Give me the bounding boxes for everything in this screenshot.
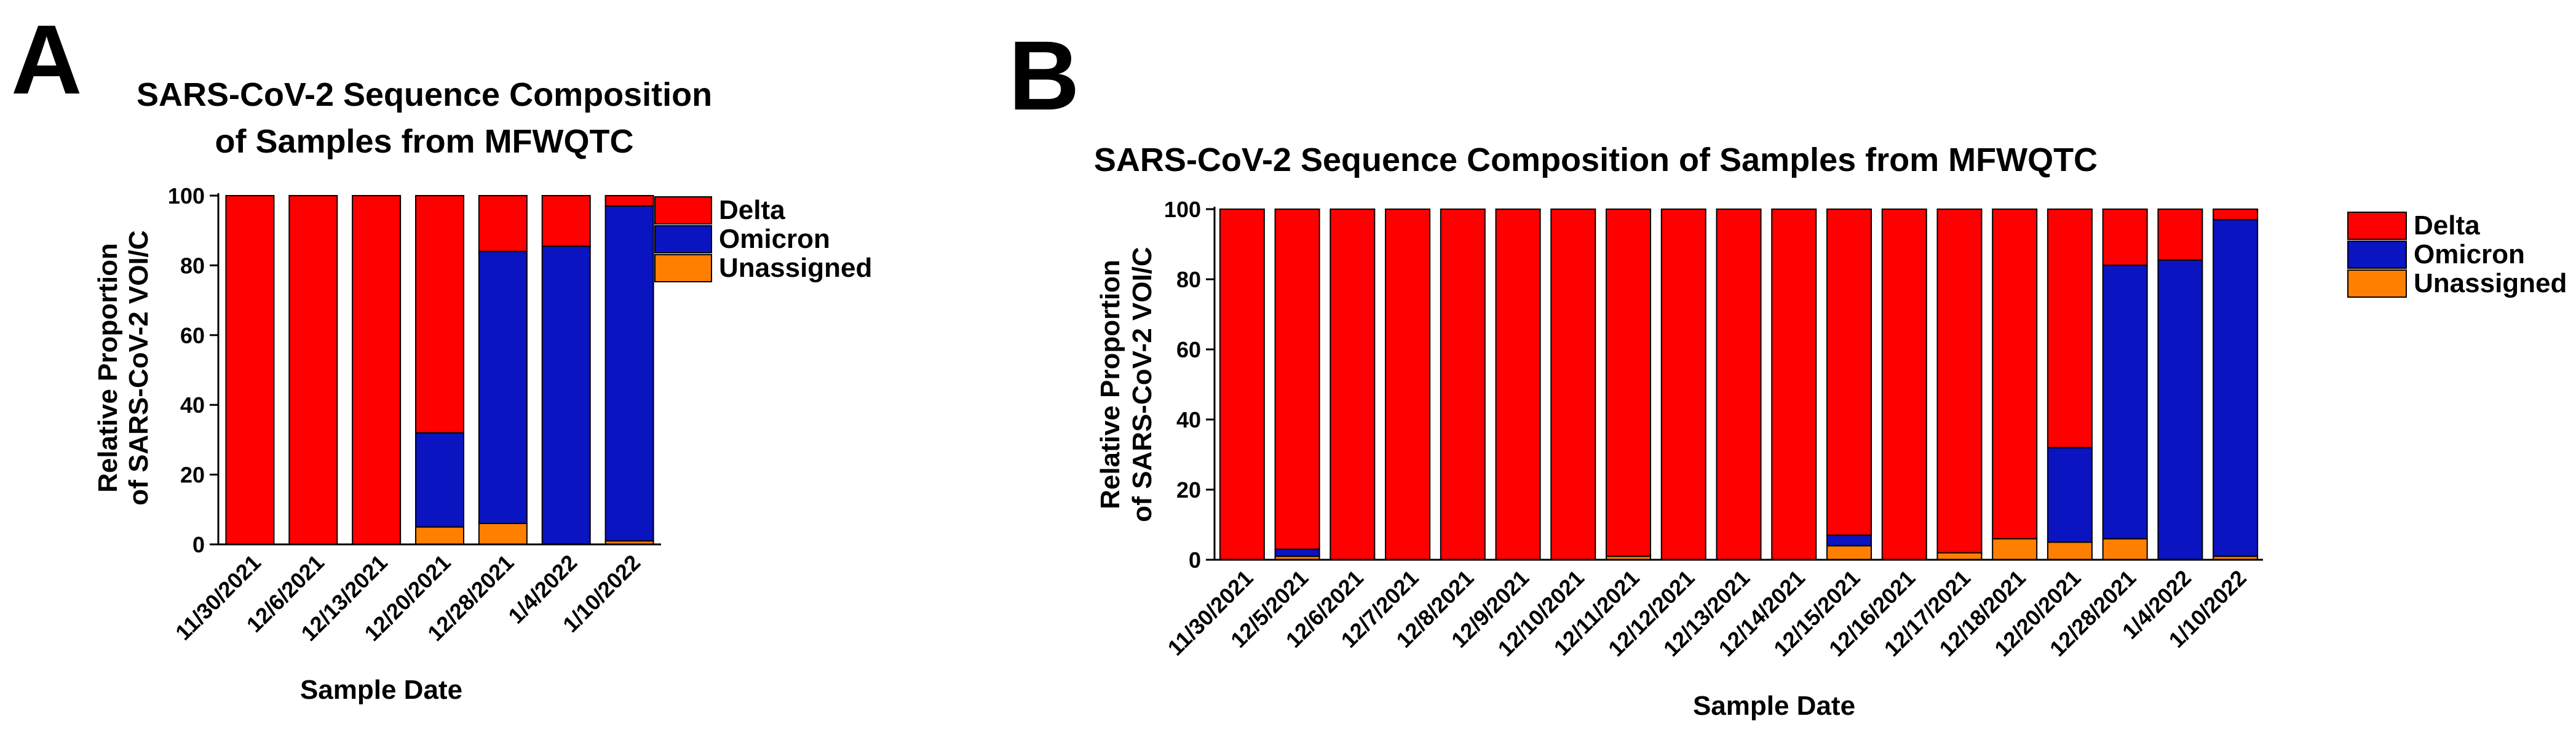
bar-omicron-12-5-2021-b	[1274, 548, 1320, 557]
bar-omicron-12-28-2021-a	[478, 250, 528, 524]
y-tick-label-a: 60	[180, 323, 205, 348]
legend-label-omicron-a: Omicron	[719, 224, 830, 254]
bar-delta-12-11-2021-b	[1606, 209, 1652, 557]
y-axis-title-a-line1: Relative Proportion	[93, 243, 123, 493]
bar-delta-12-5-2021-b	[1274, 209, 1320, 550]
bar-delta-11-30-2021-a	[225, 195, 275, 545]
bar-delta-12-8-2021-b	[1440, 209, 1486, 560]
bar-delta-12-10-2021-b	[1550, 209, 1596, 560]
x-axis-title-b: Sample Date	[1693, 691, 1855, 721]
y-tick-label-a: 40	[180, 392, 205, 418]
y-axis-title-b-line1: Relative Proportion	[1095, 260, 1125, 509]
bar-delta-11-30-2021-b	[1219, 209, 1265, 560]
bar-delta-12-28-2021-b	[2102, 209, 2148, 266]
y-tick-label-a: 0	[192, 532, 205, 557]
legend-swatch-omicron-b	[2347, 241, 2407, 269]
chart-title-b: SARS-CoV-2 Sequence Composition of Sampl…	[1094, 141, 2098, 178]
legend-label-omicron-b: Omicron	[2414, 239, 2525, 269]
x-axis-title-a: Sample Date	[300, 675, 462, 705]
y-tick-label-b: 0	[1189, 547, 1201, 573]
bar-delta-12-9-2021-b	[1495, 209, 1541, 560]
legend-swatch-omicron-a	[654, 225, 712, 253]
bar-delta-12-7-2021-b	[1385, 209, 1431, 560]
legend-swatch-unassigned-a	[654, 254, 712, 282]
legend-label-unassigned-b: Unassigned	[2414, 268, 2567, 298]
y-axis-title-b-line2: of SARS-CoV-2 VOI/C	[1127, 247, 1157, 522]
bar-omicron-12-28-2021-b	[2102, 265, 2148, 539]
bar-omicron-1-4-2022-a	[541, 245, 591, 545]
chart-title-a-line1: SARS-CoV-2 Sequence Composition	[137, 76, 712, 113]
y-tick-label-a: 80	[180, 253, 205, 278]
y-tick-label-b: 60	[1176, 337, 1201, 362]
legend-label-delta-b: Delta	[2414, 210, 2480, 241]
bar-delta-1-4-2022-a	[541, 195, 591, 247]
chart-title-a-line2: of Samples from MFWQTC	[215, 123, 633, 160]
x-tick-label-a: 11/30/2021	[170, 550, 266, 645]
bar-omicron-1-10-2022-a	[604, 205, 654, 542]
y-tick-label-b: 100	[1164, 197, 1201, 222]
bar-delta-12-28-2021-a	[478, 195, 528, 252]
y-tick-label-b: 80	[1176, 267, 1201, 292]
bar-delta-12-13-2021-b	[1716, 209, 1762, 560]
bar-delta-12-13-2021-a	[352, 195, 402, 545]
bar-delta-12-6-2021-b	[1330, 209, 1376, 560]
bar-delta-12-20-2021-a	[415, 195, 464, 434]
bar-delta-1-4-2022-b	[2157, 209, 2203, 261]
bar-unassigned-12-18-2021-b	[1992, 538, 2038, 560]
legend-swatch-delta-b	[2347, 212, 2407, 240]
plot-area-a: 11/30/202112/6/202112/13/202112/20/20211…	[168, 183, 661, 646]
legend-swatch-unassigned-b	[2347, 269, 2407, 298]
bar-unassigned-12-20-2021-b	[2047, 541, 2093, 560]
bar-delta-12-12-2021-b	[1660, 209, 1706, 560]
plot-area-b: 11/30/202112/5/202112/6/202112/7/202112/…	[1163, 197, 2263, 661]
legend-label-delta-a: Delta	[719, 195, 785, 225]
panel-label-a: A	[11, 4, 82, 114]
bar-delta-12-14-2021-b	[1771, 209, 1817, 560]
bar-delta-12-16-2021-b	[1881, 209, 1927, 560]
bar-delta-12-6-2021-a	[288, 195, 338, 545]
legend-label-unassigned-a: Unassigned	[719, 253, 872, 283]
panel-label-b: B	[1009, 20, 1080, 130]
y-axis-title-a-line2: of SARS-CoV-2 VOI/C	[124, 230, 154, 505]
bar-unassigned-12-20-2021-a	[415, 526, 464, 546]
legend-swatch-delta-a	[654, 196, 712, 225]
bar-omicron-1-10-2022-b	[2213, 219, 2259, 557]
bar-unassigned-12-28-2021-a	[478, 522, 528, 545]
y-tick-label-b: 20	[1176, 477, 1201, 503]
bar-omicron-1-4-2022-b	[2157, 259, 2203, 560]
panel-b: B SARS-CoV-2 Sequence Composition of Sam…	[1009, 20, 2567, 721]
bar-omicron-12-15-2021-b	[1826, 535, 1872, 547]
bar-delta-12-17-2021-b	[1936, 209, 1983, 554]
y-tick-label-a: 20	[180, 463, 205, 488]
y-tick-label-b: 40	[1176, 407, 1201, 432]
bar-omicron-12-20-2021-b	[2047, 447, 2093, 543]
bar-unassigned-12-15-2021-b	[1826, 545, 1872, 561]
bar-unassigned-12-17-2021-b	[1936, 552, 1983, 560]
bar-delta-12-20-2021-b	[2047, 209, 2093, 448]
bar-delta-12-15-2021-b	[1826, 209, 1872, 536]
bar-delta-1-10-2022-b	[2213, 209, 2259, 221]
y-tick-label-a: 100	[168, 183, 205, 209]
bar-omicron-12-20-2021-a	[415, 432, 464, 528]
bar-delta-1-10-2022-a	[604, 195, 654, 207]
panel-a: A SARS-CoV-2 Sequence Composition of Sam…	[11, 4, 872, 705]
bar-unassigned-12-28-2021-b	[2102, 538, 2148, 560]
bar-delta-12-18-2021-b	[1992, 209, 2038, 539]
